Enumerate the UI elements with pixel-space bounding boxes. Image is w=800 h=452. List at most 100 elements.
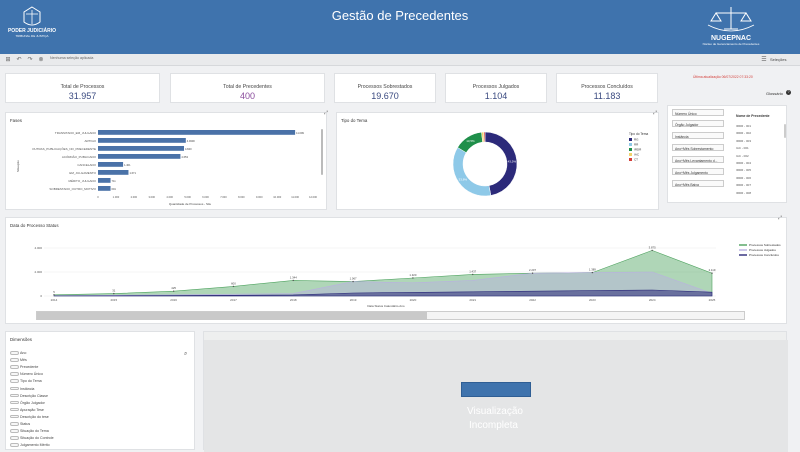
selections-icon[interactable]: ☰ <box>761 57 767 63</box>
dimension-item[interactable]: Mês <box>10 358 160 364</box>
data-point <box>591 271 594 274</box>
precedent-list-item[interactable]: IRDR - 007 <box>736 183 752 188</box>
dimension-toggle[interactable] <box>10 351 19 355</box>
dimension-toggle[interactable] <box>10 365 19 369</box>
x-tick-label: 2024 <box>649 298 656 302</box>
viz-action-button[interactable] <box>461 382 531 397</box>
legend-label: CT <box>634 158 638 162</box>
dimension-item[interactable]: Órgão Julgador <box>10 400 160 407</box>
dimension-toggle[interactable] <box>10 358 19 362</box>
kpi-value: 1.104 <box>484 91 508 101</box>
filter-numero-unico[interactable]: Número Único <box>672 109 724 116</box>
dimension-item[interactable]: Descrição Classe <box>10 393 160 400</box>
expand-icon[interactable]: ⤢ <box>778 215 783 221</box>
scales-icon <box>707 7 755 32</box>
data-point-label: 1.437 <box>469 269 476 273</box>
filter-ano-mes-levantamento[interactable]: Ano+Mês Levantamento d... <box>672 156 724 163</box>
expand-icon[interactable]: ⤢ <box>653 110 658 116</box>
legend-label: IRDR <box>634 148 642 152</box>
list-scrollbar[interactable] <box>784 124 786 138</box>
x-tick-label: 2018 <box>290 298 297 302</box>
filter-ano-mes-julgamento[interactable]: Ano+Mês Julgamento <box>672 168 724 175</box>
dimension-toggle[interactable] <box>10 400 19 405</box>
help-icon[interactable]: ? <box>786 90 791 95</box>
filter-instancia[interactable]: Instância <box>672 132 724 139</box>
precedent-list-item[interactable]: IRDR - 008 <box>736 190 752 195</box>
y-tick-label: 4.000 <box>34 246 42 250</box>
donut-slice <box>484 131 518 196</box>
precedent-list-item[interactable]: IRDR - 004 <box>736 161 752 165</box>
glossary-link[interactable]: Glossário <box>766 91 783 96</box>
kpi-sobrestados: Processos Sobrestados 19.670 <box>334 73 436 103</box>
dimension-item[interactable]: Situação do Tema <box>10 429 160 435</box>
viz-status-text: Visualização <box>467 406 523 417</box>
step-back-icon[interactable]: ↶ <box>16 57 22 63</box>
dimension-item[interactable]: Status <box>10 422 160 428</box>
dimension-item[interactable]: Ano <box>10 351 160 357</box>
dimension-label: Mês <box>20 358 27 363</box>
kpi-label: Total de Processos <box>60 84 105 90</box>
dimension-toggle[interactable] <box>10 422 19 426</box>
dimension-toggle[interactable] <box>10 414 19 419</box>
dimension-item[interactable]: Situação do Controle <box>10 436 160 442</box>
dimension-item[interactable]: Descrição do tese <box>10 414 160 421</box>
bar <box>98 186 111 191</box>
dimension-item[interactable]: Apuração Tese <box>10 407 160 414</box>
expand-icon[interactable]: ⤢ <box>324 110 329 116</box>
dimension-toggle[interactable] <box>10 407 19 412</box>
selections-tool-icon[interactable]: ⊞ <box>5 57 11 63</box>
dimension-toggle[interactable] <box>10 429 19 433</box>
filter-ano-mes-baixa[interactable]: Ano+Mês Baixa <box>672 180 724 187</box>
x-tick-label: 2022 <box>529 298 536 302</box>
y-tick-label: 2.000 <box>34 270 42 274</box>
dimension-item[interactable]: Precedente <box>10 365 160 371</box>
dimension-label: Status <box>20 422 31 426</box>
filter-ano-mes-sobrestamento[interactable]: Ano+Mês Sobrestamento <box>672 144 724 151</box>
legend-label: Processos Concluídos <box>749 253 779 257</box>
x-tick-label: 4.000 <box>166 195 173 199</box>
dimension-toggle[interactable] <box>10 379 19 383</box>
scrollbar-thumb[interactable] <box>37 312 427 320</box>
precedent-list-item[interactable]: IRDR - 002 <box>736 131 752 136</box>
bar-value-label: 4.840 <box>185 147 192 151</box>
data-point <box>531 272 534 274</box>
data-point-label: 1.320 <box>409 273 416 277</box>
nugepnac-logo: NUGEPNAC Núcleo de Gerenciamento de Prec… <box>702 3 760 51</box>
filter-orgao-julgador[interactable]: Órgão Julgador <box>672 120 724 127</box>
tipo-tema-panel: Tipo do Tema ⤢ 43,5% 33,8% 13,5% Tipo do Te… <box>336 110 659 210</box>
precedent-list-item[interactable]: IRDR - 003 <box>736 138 752 143</box>
dimension-label: Órgão Julgador <box>20 400 45 405</box>
dimension-toggle[interactable] <box>10 393 19 398</box>
search-icon[interactable]: ⌕ <box>184 351 188 357</box>
selections-button[interactable]: Seleções <box>770 57 787 62</box>
x-tick-label: 2025 <box>709 298 716 302</box>
legend-swatch <box>629 138 632 141</box>
dimension-toggle[interactable] <box>10 443 19 447</box>
selection-toolbar: ⊞ ↶ ↷ ⊗ Nenhuma seleção aplicada ☰ Seleç… <box>0 54 800 66</box>
chart-scrollbar[interactable] <box>36 311 745 320</box>
x-tick-label: 7.000 <box>220 195 227 199</box>
judiciary-logo: PODER JUDICIÁRIO TRIBUNAL DE JUSTIÇA <box>6 4 58 48</box>
x-tick-label: 12.000 <box>309 195 317 199</box>
clear-selections-icon[interactable]: ⊗ <box>38 57 44 63</box>
dimension-toggle[interactable] <box>10 436 19 440</box>
precedent-list-item[interactable]: IAC - 001 <box>736 146 749 151</box>
dimension-item[interactable]: Julgamento Mérito <box>10 443 160 449</box>
x-tick-label: 8.000 <box>238 195 245 199</box>
dimension-toggle[interactable] <box>10 386 19 390</box>
x-tick-label: 2.000 <box>131 195 138 199</box>
dimension-label: Tipo do Tema <box>20 379 42 384</box>
dimension-item[interactable]: Instância <box>10 386 160 393</box>
precedent-list-item[interactable]: IRDR - 006 <box>736 175 752 180</box>
dimension-item[interactable]: Número Único <box>10 372 160 378</box>
dimension-item[interactable]: Tipo do Tema <box>10 379 160 385</box>
kpi-label: Processos Julgados <box>472 84 520 90</box>
precedent-list-item[interactable]: IRDR - 001 <box>736 124 752 128</box>
precedent-list-item[interactable]: IRDR - 005 <box>736 168 752 173</box>
dimension-toggle[interactable] <box>10 372 19 376</box>
x-tick-label: 5.000 <box>184 195 191 199</box>
step-forward-icon[interactable]: ↷ <box>27 57 33 63</box>
precedent-list-item[interactable]: IAC - 002 <box>736 153 749 158</box>
bar <box>98 138 186 143</box>
